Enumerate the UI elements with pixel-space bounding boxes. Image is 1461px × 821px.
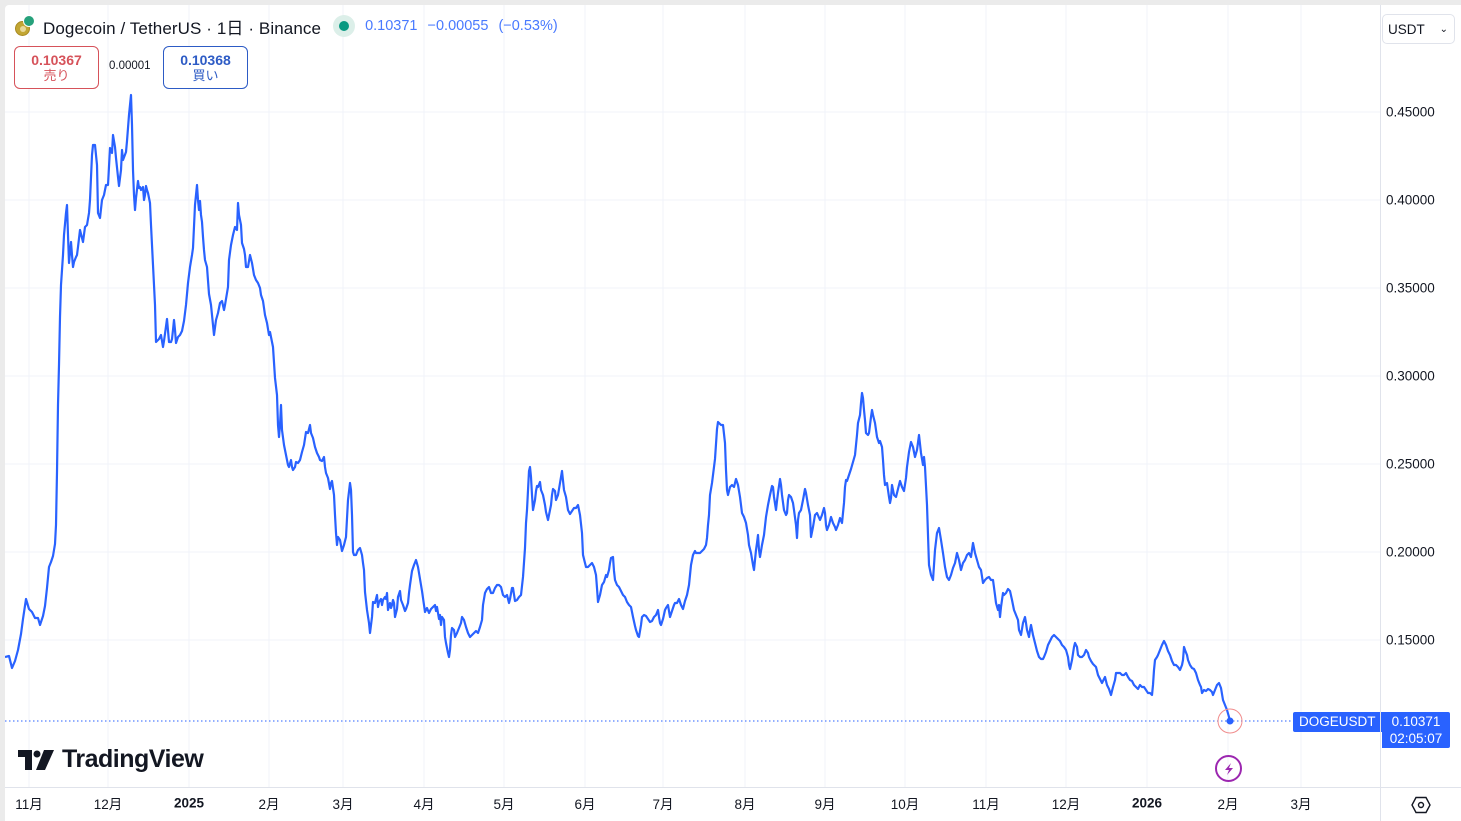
last-price-label: 0.10371 02:05:07 [1382, 712, 1450, 748]
buy-button[interactable]: 0.10368 買い [163, 46, 248, 89]
time-axis[interactable] [5, 787, 1380, 821]
currency-value: USDT [1388, 21, 1425, 37]
quote-values: 0.10371 −0.00055 (−0.53%) [365, 18, 564, 34]
price-tick: 0.15000 [1386, 632, 1435, 648]
time-tick: 3月 [332, 797, 354, 812]
time-tick: 12月 [1051, 797, 1081, 812]
time-tick: 12月 [93, 797, 123, 812]
symbol-price-tag: DOGEUSDT [1293, 712, 1382, 732]
time-tick: 10月 [890, 797, 920, 812]
time-tick: 11月 [15, 797, 43, 812]
time-tick: 7月 [652, 797, 674, 812]
spread-value: 0.00001 [109, 60, 151, 72]
plot-area[interactable]: Dogecoin / TetherUS · 1日 · Binance 0.103… [5, 5, 1382, 787]
gear-hexagon-icon [1411, 796, 1431, 813]
last-price: 0.10371 [365, 18, 418, 34]
time-tick: 8月 [734, 797, 756, 812]
lightning-bolt-icon[interactable] [1215, 755, 1242, 782]
time-tick: 11月 [972, 797, 1000, 812]
time-tick: 5月 [493, 797, 515, 812]
chart-widget: Dogecoin / TetherUS · 1日 · Binance 0.103… [5, 5, 1461, 821]
market-open-dot-icon [339, 21, 350, 31]
chart-settings-button[interactable] [1380, 787, 1461, 821]
time-tick-year: 2026 [1131, 795, 1163, 811]
currency-selector[interactable]: USDT ⌄ [1382, 14, 1455, 44]
bar-countdown: 02:05:07 [1389, 731, 1443, 746]
symbol-legend[interactable]: Dogecoin / TetherUS · 1日 · Binance 0.103… [15, 14, 564, 38]
tradingview-logo[interactable]: TradingView [18, 745, 204, 774]
price-tick: 0.30000 [1386, 368, 1435, 384]
last-price-dot [1226, 717, 1234, 725]
time-tick: 6月 [574, 797, 596, 812]
sell-button[interactable]: 0.10367 売り [14, 46, 99, 89]
last-price-value: 0.10371 [1391, 714, 1441, 729]
market-status-indicator[interactable] [333, 15, 356, 37]
price-change-percent: (−0.53%) [498, 18, 558, 34]
buy-price: 0.10368 [180, 51, 231, 68]
price-tick: 0.25000 [1386, 456, 1435, 472]
time-tick: 2月 [258, 797, 280, 812]
tradingview-logo-icon [18, 749, 54, 770]
sell-price: 0.10367 [31, 51, 82, 68]
price-tick: 0.45000 [1386, 104, 1435, 120]
price-change: −0.00055 [427, 18, 489, 34]
buy-label: 買い [192, 67, 219, 83]
price-tick: 0.20000 [1386, 544, 1435, 560]
price-line-chart [5, 5, 1380, 787]
time-tick: 4月 [413, 797, 435, 812]
symbol-title[interactable]: Dogecoin / TetherUS · 1日 · Binance [43, 18, 322, 38]
price-axis[interactable] [1380, 5, 1461, 787]
price-tick: 0.35000 [1386, 280, 1435, 296]
time-tick: 2月 [1217, 797, 1239, 812]
time-tick-year: 2025 [173, 795, 205, 811]
chevron-down-icon: ⌄ [1439, 23, 1448, 35]
logo-wordmark: TradingView [62, 745, 204, 773]
dogecoin-tether-icon [15, 15, 37, 37]
time-tick: 3月 [1290, 797, 1312, 812]
last-price-pulse [1217, 708, 1243, 734]
price-tick: 0.40000 [1386, 192, 1435, 208]
sell-label: 売り [43, 67, 70, 83]
time-tick: 9月 [814, 797, 836, 812]
